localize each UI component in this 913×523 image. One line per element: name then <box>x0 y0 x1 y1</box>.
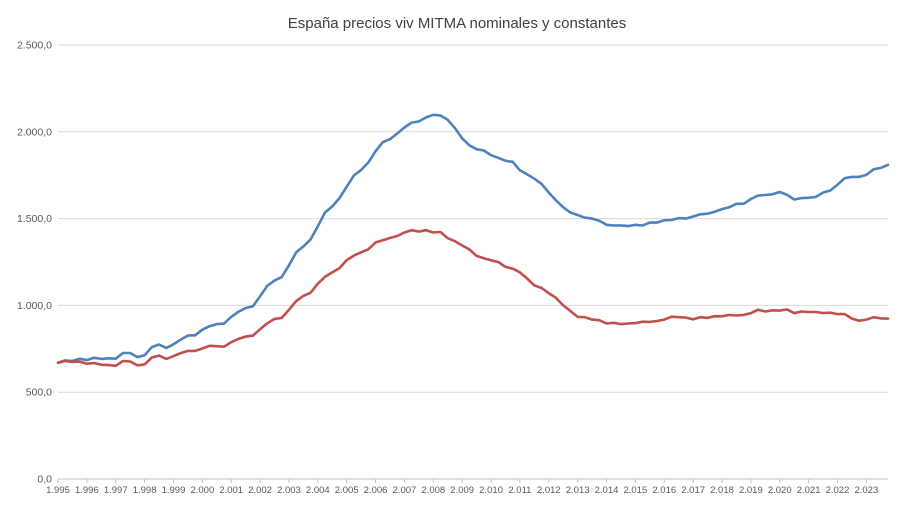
x-tick-label: 1.998 <box>133 485 157 496</box>
x-tick-label: 2.017 <box>681 485 705 496</box>
x-tick-label: 2.016 <box>652 485 676 496</box>
x-tick-label: 2.019 <box>739 485 763 496</box>
x-tick-label: 2.023 <box>854 485 878 496</box>
x-tick-label: 2.001 <box>219 485 243 496</box>
x-tick-label: 1.999 <box>162 485 186 496</box>
x-tick-label: 2.002 <box>248 485 272 496</box>
series-line-0 <box>56 113 890 365</box>
x-tick-label: 2.009 <box>450 485 474 496</box>
y-tick-label: 2.500,0 <box>17 40 52 52</box>
x-tick-label: 2.020 <box>768 485 792 496</box>
series-line-1 <box>56 228 890 368</box>
y-tick-label: 500,0 <box>26 387 52 399</box>
x-tick-label: 2.006 <box>364 485 388 496</box>
y-tick-label: 1.000,0 <box>17 300 52 312</box>
x-tick-label: 2.011 <box>508 485 531 496</box>
x-tick-label: 2.014 <box>595 485 619 496</box>
x-tick-label: 1.996 <box>75 485 99 496</box>
gridlines <box>58 44 888 480</box>
x-tick-label: 2.018 <box>710 485 734 496</box>
x-tick-label: 2.022 <box>826 485 850 496</box>
y-tick-label: 1.500,0 <box>17 213 52 225</box>
x-tick-label: 2.021 <box>797 485 821 496</box>
x-tick-label: 2.008 <box>421 485 445 496</box>
x-tick-label: 1.995 <box>46 485 70 496</box>
x-tick-label: 1.997 <box>104 485 128 496</box>
x-axis-ticks: 1.995 1.996 1.997 1.998 1.999 2.000 2.001 2.002… <box>46 479 878 496</box>
y-tick-label: 0,0 <box>37 474 52 486</box>
x-tick-label: 2.004 <box>306 485 330 496</box>
x-tick-label: 2.003 <box>277 485 301 496</box>
x-tick-label: 2.012 <box>537 485 561 496</box>
x-tick-label: 2.013 <box>566 485 590 496</box>
x-tick-label: 2.010 <box>479 485 503 496</box>
y-tick-label: 2.000,0 <box>17 126 52 138</box>
x-tick-label: 2.005 <box>335 485 359 496</box>
x-tick-label: 2.007 <box>393 485 417 496</box>
x-tick-label: 2.015 <box>624 485 648 496</box>
chart-title: España precios viv MITMA nominales y con… <box>288 15 626 32</box>
series-lines <box>56 113 890 368</box>
x-tick-label: 2.000 <box>190 485 214 496</box>
y-axis-ticks: 0,0 500,0 1.000,0 1.500,0 2.000,0 2.500,0 <box>17 40 52 486</box>
